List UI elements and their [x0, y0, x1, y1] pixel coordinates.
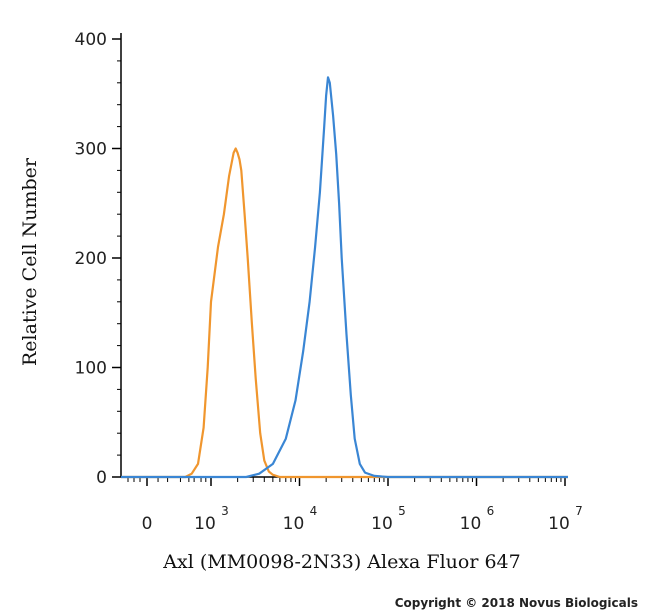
axes [112, 33, 568, 486]
x-tick-exponent: 7 [575, 504, 583, 518]
x-tick-exponent: 3 [221, 504, 229, 518]
y-tick-label: 400 [75, 30, 107, 50]
tick-labels: 0 100 200 300 400 0 10 3 10 4 10 5 10 6 10 7 [75, 30, 583, 534]
y-tick-label: 200 [75, 249, 107, 269]
x-tick-label: 10 [194, 514, 216, 534]
x-tick-exponent: 5 [398, 504, 406, 518]
x-tick-exponent: 4 [310, 504, 318, 518]
y-axis-label: Relative Cell Number [19, 157, 41, 366]
x-axis-label: Axl (MM0098-2N33) Alexa Fluor 647 [162, 551, 520, 573]
x-tick-label: 10 [548, 514, 570, 534]
histogram-chart: 0 100 200 300 400 0 10 3 10 4 10 5 10 6 10 7 Relative C… [19, 30, 583, 573]
histogram-series-1 [121, 147, 568, 479]
histogram-series-2 [121, 76, 568, 479]
y-tick-label: 300 [75, 140, 107, 160]
y-tick-label: 0 [96, 468, 107, 488]
x-tick-label: 0 [142, 514, 153, 534]
series-layer [121, 76, 568, 479]
x-tick-label: 10 [371, 514, 393, 534]
x-tick-exponent: 6 [487, 504, 495, 518]
x-tick-label: 10 [283, 514, 305, 534]
x-tick-label: 10 [460, 514, 482, 534]
copyright-notice: Copyright © 2018 Novus Biologicals [394, 596, 638, 610]
y-tick-label: 100 [75, 359, 107, 379]
